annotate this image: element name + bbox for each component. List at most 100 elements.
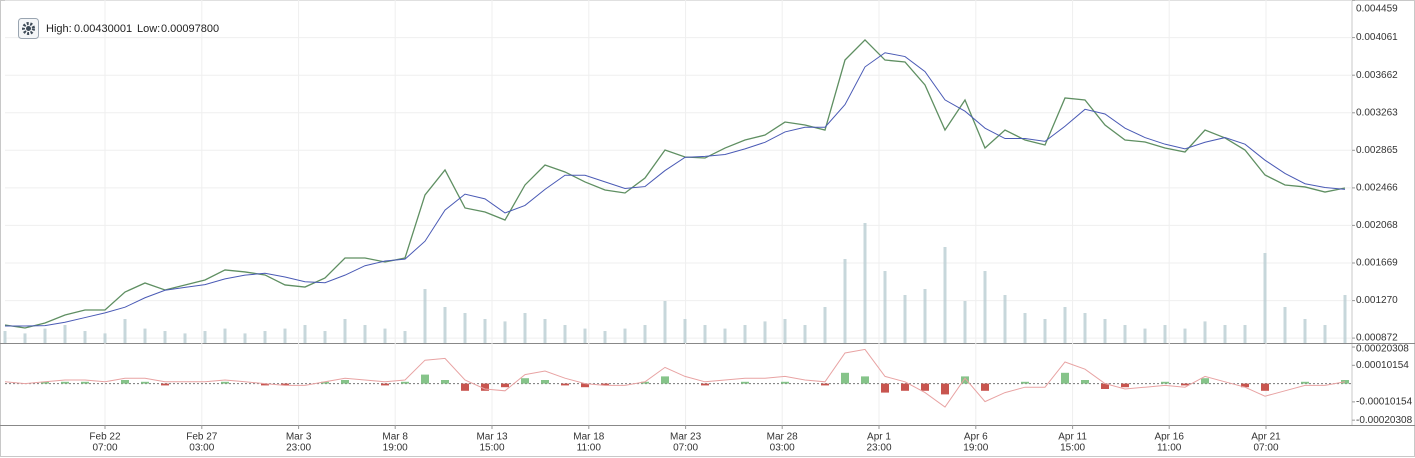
histogram-bar xyxy=(561,383,569,386)
histogram-bar xyxy=(1081,380,1089,384)
histogram-bar xyxy=(461,383,469,391)
histogram-bar xyxy=(581,383,589,388)
volume-bar xyxy=(343,319,347,343)
volume-bar xyxy=(923,289,927,343)
volume-bar xyxy=(63,325,67,343)
x-tick-label: Apr 21 xyxy=(1251,432,1281,443)
volume-bar xyxy=(1263,253,1267,343)
volume-bar xyxy=(683,319,687,343)
volume-bar xyxy=(843,259,847,343)
volume-bar xyxy=(903,295,907,343)
volume-bar xyxy=(1163,325,1167,343)
volume-bar xyxy=(183,333,187,343)
volume-bar xyxy=(663,301,667,343)
y-tick-label: 0.002865 xyxy=(1356,145,1398,156)
x-tick-time: 03:00 xyxy=(189,443,214,454)
volume-bar xyxy=(463,313,467,343)
series-line xyxy=(4,39,1346,329)
histogram-bar xyxy=(921,383,929,391)
histogram-bar xyxy=(281,383,289,386)
volume-bar xyxy=(1063,307,1067,343)
x-tick-label: Feb 27 xyxy=(186,432,218,443)
volume-bar xyxy=(1243,325,1247,343)
histogram-bar xyxy=(881,383,889,393)
y-tick-label: 0.001270 xyxy=(1356,295,1398,306)
histogram-bar xyxy=(641,381,649,384)
volume-bar xyxy=(163,331,167,343)
histogram-bar xyxy=(861,376,869,384)
histogram-bar xyxy=(961,376,969,384)
volume-bar xyxy=(123,319,127,343)
volume-bar xyxy=(703,325,707,343)
volume-bar xyxy=(543,319,547,343)
histogram-bar xyxy=(1021,381,1029,384)
histogram-bar xyxy=(341,380,349,384)
volume-bar xyxy=(1083,313,1087,343)
histogram-bar xyxy=(901,383,909,391)
gear-icon xyxy=(22,22,35,35)
y-tick-label: 0.002068 xyxy=(1356,220,1398,231)
volume-bar xyxy=(863,223,867,343)
histogram-bar xyxy=(481,383,489,391)
x-tick-label: Mar 8 xyxy=(382,432,408,443)
volume-bar xyxy=(1103,319,1107,343)
volume-bar xyxy=(823,307,827,343)
high-label: High: xyxy=(46,23,72,35)
volume-bar xyxy=(263,331,267,343)
volume-bar xyxy=(803,325,807,343)
x-tick-label: Mar 28 xyxy=(767,432,799,443)
x-tick-time: 07:00 xyxy=(92,443,117,454)
histogram-bar xyxy=(1161,381,1169,384)
volume-bar xyxy=(143,328,147,343)
histogram-bar xyxy=(541,380,549,384)
y-tick-label: 0.003263 xyxy=(1356,107,1398,118)
volume-bar xyxy=(503,321,507,343)
volume-bar xyxy=(83,331,87,343)
x-tick-label: Apr 6 xyxy=(964,432,988,443)
y-tick-label: -0.00010154 xyxy=(1356,397,1413,408)
histogram-bar xyxy=(841,372,849,384)
y-tick-label: -0.00020308 xyxy=(1356,415,1413,426)
histogram-bar xyxy=(81,381,89,384)
histogram-bar xyxy=(1181,383,1189,386)
x-tick-time: 23:00 xyxy=(866,443,891,454)
volume-bar xyxy=(423,289,427,343)
histogram-bar xyxy=(781,381,789,384)
histogram-bar xyxy=(1201,378,1209,384)
series-line xyxy=(5,52,1346,327)
x-tick-time: 11:00 xyxy=(1157,443,1182,454)
high-value: 0.00430001 xyxy=(74,23,132,35)
volume-bar xyxy=(1283,307,1287,343)
volume-bar xyxy=(1183,328,1187,343)
volume-bar xyxy=(1203,321,1207,343)
histogram-bar xyxy=(601,383,609,386)
x-tick-time: 11:00 xyxy=(577,443,602,454)
y-tick-label: 0.00010154 xyxy=(1356,360,1409,371)
volume-bar xyxy=(783,319,787,343)
low-label: Low: xyxy=(137,23,160,35)
histogram-bar xyxy=(161,383,169,386)
x-tick-label: Feb 22 xyxy=(89,432,121,443)
volume-bar xyxy=(563,325,567,343)
volume-bar xyxy=(763,321,767,343)
x-tick-label: Apr 11 xyxy=(1058,432,1087,443)
histogram-bar xyxy=(41,381,49,384)
volume-bar xyxy=(523,313,527,343)
x-tick-time: 07:00 xyxy=(673,443,698,454)
x-tick-time: 03:00 xyxy=(770,443,795,454)
volume-bar xyxy=(1043,319,1047,343)
x-tick-label: Mar 13 xyxy=(476,432,508,443)
volume-bar xyxy=(1023,313,1027,343)
histogram-bar xyxy=(1061,372,1069,384)
histogram-bar xyxy=(1101,383,1109,389)
x-tick-label: Mar 3 xyxy=(286,432,312,443)
x-tick-time: 15:00 xyxy=(479,443,504,454)
y-tick-label: 0.003662 xyxy=(1356,70,1398,81)
y-tick-label: 0.000872 xyxy=(1356,333,1398,344)
histogram-bar xyxy=(401,381,409,384)
histogram-bar xyxy=(701,383,709,386)
